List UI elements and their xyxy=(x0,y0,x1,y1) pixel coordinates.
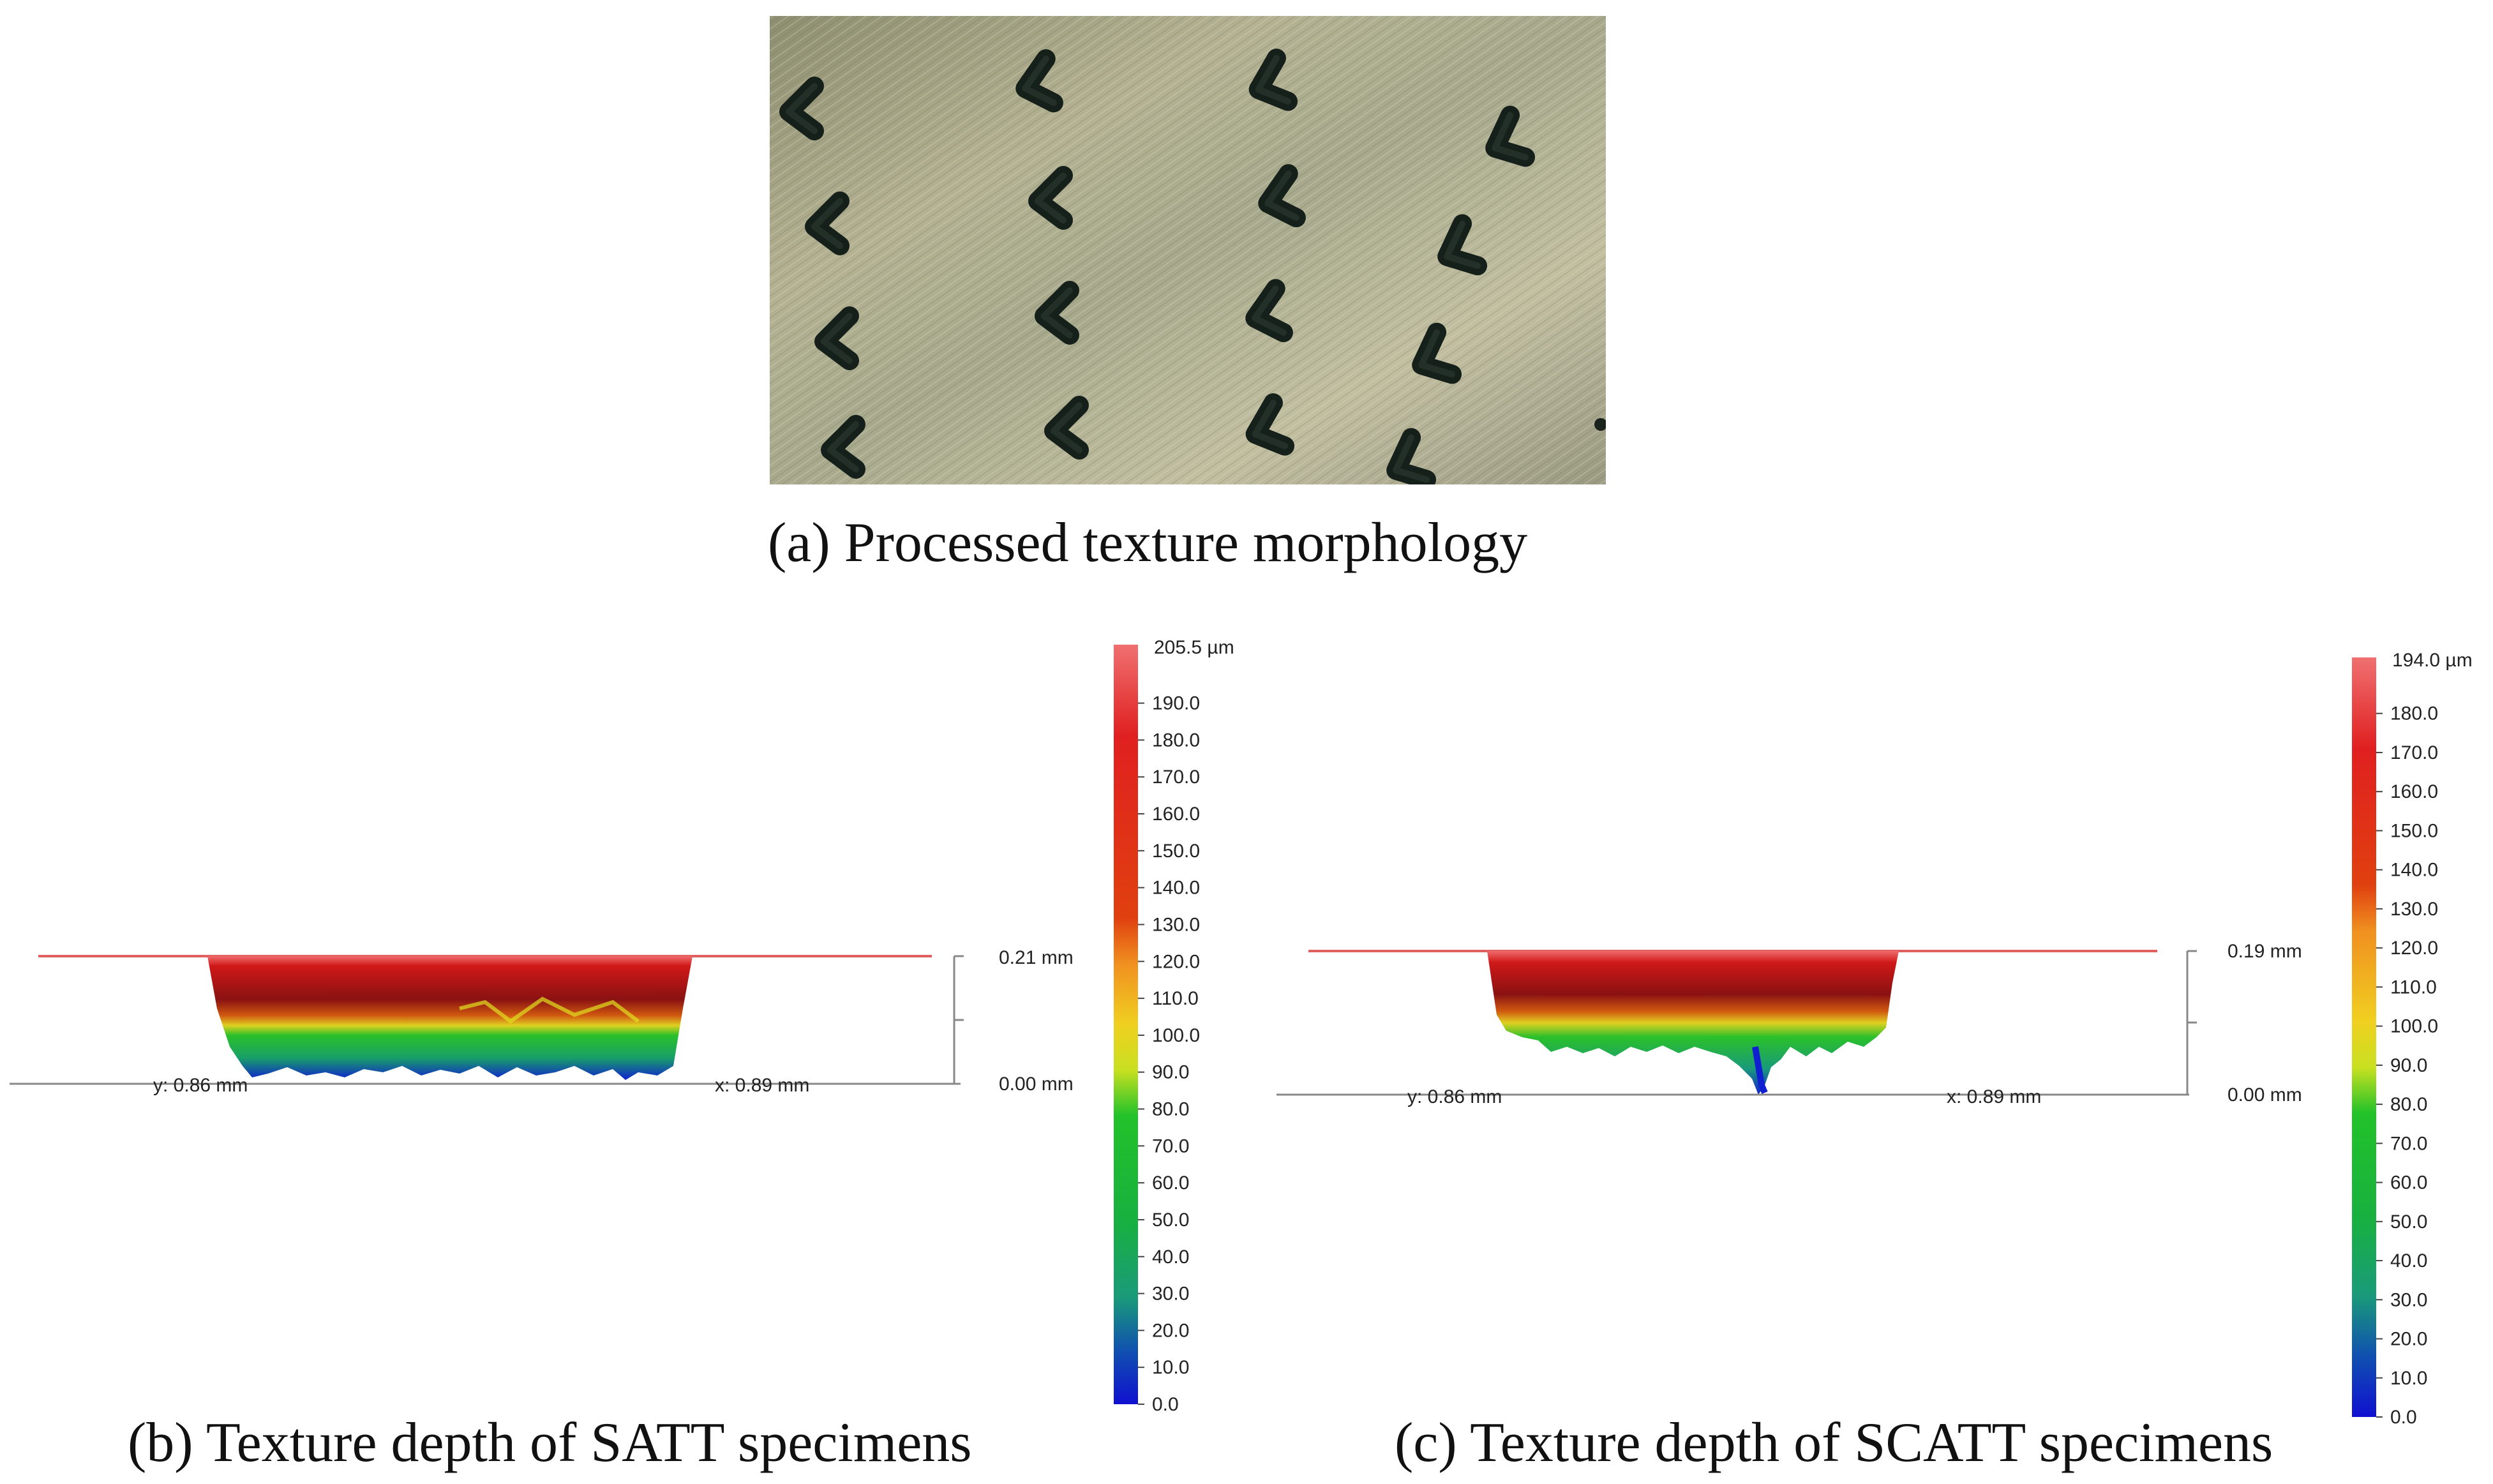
colorbar-tick-label: 150.0 xyxy=(1152,841,1200,862)
colorbar-tick-label: 60.0 xyxy=(1152,1173,1189,1194)
colorbar-tick-label: 160.0 xyxy=(2390,781,2438,802)
colorbar-tick-label: 170.0 xyxy=(1152,767,1200,788)
profile-bottom-label: 0.00 mm xyxy=(2227,1084,2302,1106)
texture-micrograph xyxy=(770,16,1606,484)
colorbar-c xyxy=(2352,657,2376,1417)
colorbar-tick-label: 130.0 xyxy=(1152,914,1200,935)
colorbar-tick-label: 180.0 xyxy=(1152,730,1200,751)
colorbar-tick-label: 160.0 xyxy=(1152,804,1200,825)
x-axis-label: x: 0.89 mm xyxy=(1947,1086,2041,1107)
colorbar-max-label: 194.0 µm xyxy=(2392,650,2473,671)
colorbar-tick-label: 110.0 xyxy=(2390,977,2437,998)
colorbar-tick-label: 20.0 xyxy=(1152,1320,1189,1341)
colorbar-tick-label: 90.0 xyxy=(1152,1062,1189,1083)
profile-top-label: 0.21 mm xyxy=(999,947,1074,968)
colorbar-tick-label: 100.0 xyxy=(2390,1016,2438,1037)
colorbar-tick-label: 50.0 xyxy=(2390,1211,2427,1233)
colorbar-tick-label: 180.0 xyxy=(2390,703,2438,724)
profile-bottom-label: 0.00 mm xyxy=(999,1074,1074,1095)
colorbar-b xyxy=(1114,645,1138,1404)
colorbar-tick-label: 120.0 xyxy=(2390,938,2438,959)
panel-c-depth-profile: y: 0.86 mm x: 0.89 mm 0.19 mm 0.00 mm 19… xyxy=(1276,650,2473,1428)
colorbar-tick-label: 70.0 xyxy=(1152,1135,1189,1157)
colorbar-tick-label: 30.0 xyxy=(2390,1289,2427,1310)
colorbar-tick-label: 140.0 xyxy=(2390,860,2438,881)
colorbar-tick-label: 50.0 xyxy=(1152,1210,1189,1231)
colorbar-tick-label: 140.0 xyxy=(1152,878,1200,899)
colorbar-tick-label: 40.0 xyxy=(2390,1250,2427,1271)
colorbar-tick-label: 170.0 xyxy=(2390,742,2438,763)
colorbar-b-ticks: 190.0 180.0 170.0 160.0 150.0 140.0 130.0 120.0… xyxy=(1138,693,1200,1415)
v-texture-micrograph-icon xyxy=(770,16,1606,484)
colorbar-tick-label: 150.0 xyxy=(2390,820,2438,841)
panel-b-caption: (b) Texture depth of SATT specimens xyxy=(128,1412,972,1474)
colorbar-tick-label: 60.0 xyxy=(2390,1173,2427,1194)
panel-c-caption: (c) Texture depth of SCATT specimens xyxy=(1395,1412,2273,1474)
colorbar-tick-label: 80.0 xyxy=(1152,1099,1189,1120)
panel-b-depth-profile: y: 0.86 mm x: 0.89 mm 0.21 mm 0.00 mm 20… xyxy=(10,637,1234,1415)
colorbar-tick-label: 10.0 xyxy=(2390,1368,2427,1389)
crater-b xyxy=(207,956,692,1080)
colorbar-c-ticks: 180.0 170.0 160.0 150.0 140.0 130.0 120.0 110.0… xyxy=(2376,703,2438,1428)
colorbar-tick-label: 120.0 xyxy=(1152,951,1200,972)
panel-a-caption: (a) Processed texture morphology xyxy=(768,512,1528,574)
profile-top-label: 0.19 mm xyxy=(2227,941,2302,962)
y-axis-label: y: 0.86 mm xyxy=(153,1075,248,1096)
colorbar-tick-label: 110.0 xyxy=(1152,988,1199,1009)
colorbar-tick-label: 0.0 xyxy=(1152,1394,1179,1415)
colorbar-tick-label: 100.0 xyxy=(1152,1025,1200,1046)
y-axis-label: y: 0.86 mm xyxy=(1407,1086,1502,1107)
colorbar-tick-label: 10.0 xyxy=(1152,1357,1189,1378)
colorbar-tick-label: 80.0 xyxy=(2390,1094,2427,1115)
colorbar-tick-label: 130.0 xyxy=(2390,899,2438,920)
colorbar-max-label: 205.5 µm xyxy=(1154,637,1234,658)
x-axis-label: x: 0.89 mm xyxy=(715,1075,809,1096)
colorbar-tick-label: 40.0 xyxy=(1152,1247,1189,1268)
colorbar-tick-label: 30.0 xyxy=(1152,1284,1189,1305)
colorbar-tick-label: 90.0 xyxy=(2390,1055,2427,1076)
colorbar-tick-label: 20.0 xyxy=(2390,1329,2427,1350)
colorbar-tick-label: 190.0 xyxy=(1152,693,1200,714)
colorbar-tick-label: 0.0 xyxy=(2390,1407,2417,1428)
colorbar-tick-label: 70.0 xyxy=(2390,1133,2427,1154)
crater-c xyxy=(1487,951,1899,1095)
